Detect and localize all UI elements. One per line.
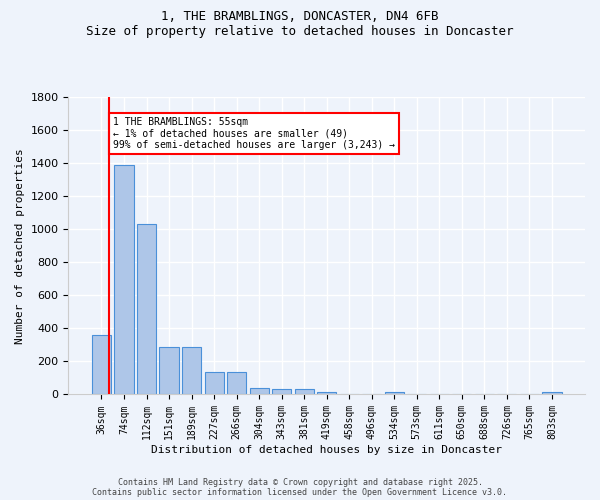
- Bar: [92, 335, 111, 394]
- Bar: [137, 224, 156, 394]
- Text: 1 THE BRAMBLINGS: 55sqm
← 1% of detached houses are smaller (49)
99% of semi-det: 1 THE BRAMBLINGS: 55sqm ← 1% of detached…: [113, 117, 395, 150]
- Y-axis label: Number of detached properties: Number of detached properties: [15, 148, 25, 344]
- Bar: [542, 392, 562, 394]
- Bar: [250, 388, 269, 394]
- Bar: [205, 372, 224, 394]
- Text: Contains HM Land Registry data © Crown copyright and database right 2025.
Contai: Contains HM Land Registry data © Crown c…: [92, 478, 508, 497]
- Bar: [272, 388, 291, 394]
- Bar: [160, 346, 179, 395]
- Bar: [182, 346, 201, 395]
- X-axis label: Distribution of detached houses by size in Doncaster: Distribution of detached houses by size …: [151, 445, 502, 455]
- Bar: [385, 392, 404, 394]
- Text: 1, THE BRAMBLINGS, DONCASTER, DN4 6FB
Size of property relative to detached hous: 1, THE BRAMBLINGS, DONCASTER, DN4 6FB Si…: [86, 10, 514, 38]
- Bar: [317, 392, 336, 394]
- Bar: [115, 165, 134, 394]
- Bar: [295, 388, 314, 394]
- Bar: [227, 372, 246, 394]
